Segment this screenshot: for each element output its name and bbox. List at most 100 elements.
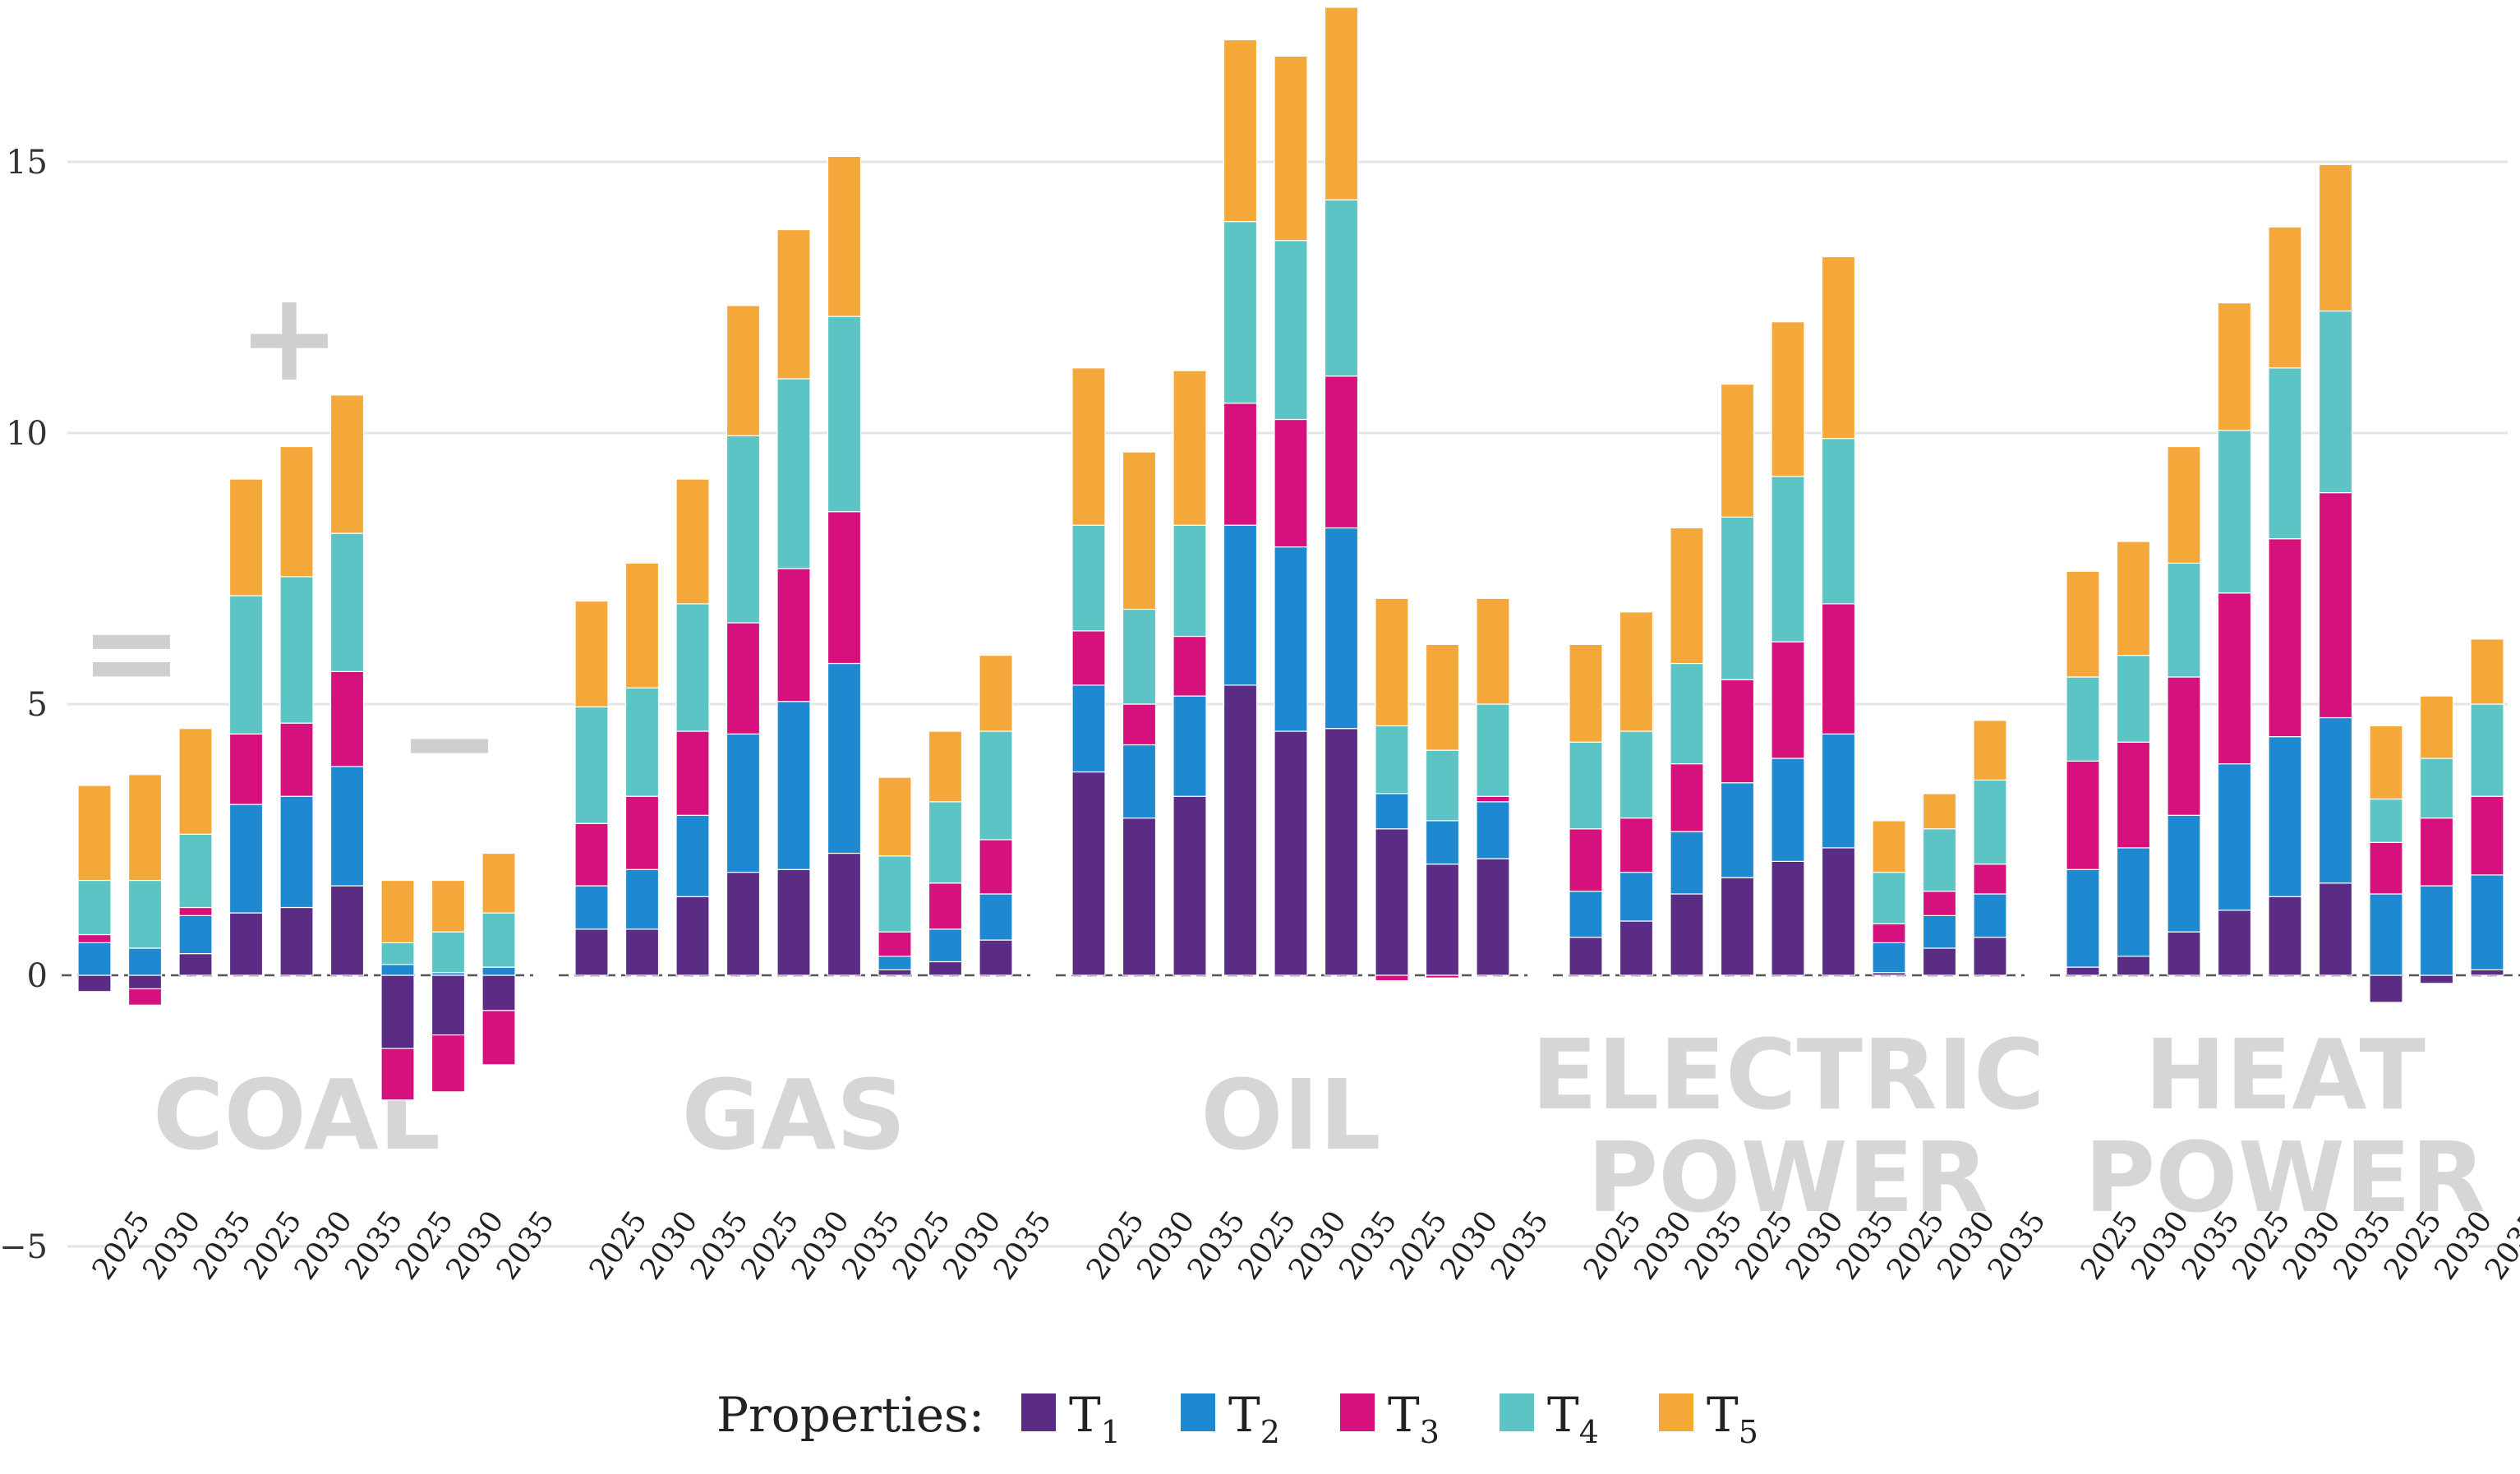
bar-segment-t2 [624, 868, 660, 930]
bar-segment-t5 [481, 852, 516, 914]
legend-swatch-t5 [1659, 1393, 1693, 1431]
bar-segment-t4 [228, 595, 264, 735]
bar-segment-t5 [1324, 7, 1359, 200]
bar-segment-t4 [2116, 654, 2151, 743]
bar-segment-t1 [2318, 882, 2353, 976]
bar-segment-t3 [2116, 741, 2151, 849]
bar-segment-t5 [2318, 164, 2353, 312]
bar-segment-t5 [431, 879, 466, 933]
group-label: POWER [2085, 1121, 2485, 1234]
bar-segment-t2 [2419, 885, 2454, 976]
bar-segment-t1 [431, 974, 466, 1036]
bar-segment-t5 [1375, 597, 1409, 726]
bar-segment-t5 [178, 728, 213, 836]
bar-segment-t5 [77, 785, 112, 882]
legend-swatch-t2 [1181, 1393, 1215, 1431]
bar-segment-t4 [1324, 199, 1359, 377]
bar-segment-t4 [2268, 367, 2302, 540]
bar-segment-t2 [2066, 868, 2100, 968]
bar-segment-t1 [380, 974, 415, 1049]
bar-segment-t5 [329, 394, 365, 534]
bar-segment-t2 [726, 733, 761, 873]
bar-segment-t3 [2167, 676, 2201, 816]
bar-segment-t3 [1872, 923, 1906, 944]
bar-segment-t1 [279, 906, 314, 976]
bar-segment-t3 [928, 882, 963, 930]
bar-segment-t2 [928, 928, 963, 963]
bar-segment-t5 [979, 654, 1013, 732]
group-label: OIL [1200, 1058, 1380, 1172]
bar-segment-t5 [1922, 793, 1957, 830]
bar-segment-t1 [574, 928, 609, 976]
bar-segment-t3 [279, 722, 314, 797]
bar-segment-t3 [2268, 538, 2302, 738]
bar-segment-t5 [1172, 370, 1207, 526]
bar-segment-t4 [1973, 779, 2007, 865]
bar-segment-t2 [675, 814, 710, 897]
bar-segment-t1 [928, 960, 963, 976]
group-label: ELECTRIC [1532, 1018, 2045, 1131]
bar-segment-t5 [776, 228, 811, 380]
bar-segment-t1 [1274, 730, 1308, 976]
bar-segment-t4 [878, 855, 912, 933]
bar-segment-t5 [1973, 720, 2007, 781]
bar-segment-t4 [1274, 240, 1308, 421]
bar-segment-t5 [675, 478, 710, 605]
bar-segment-t1 [1720, 877, 1755, 976]
bar-segment-t4 [928, 801, 963, 884]
bar-segment-t2 [2167, 814, 2201, 933]
bar-segment-t3 [2318, 491, 2353, 719]
y-axis: −5 0 5 10 15 [0, 144, 48, 1266]
bar-segment-t3 [1771, 641, 1805, 759]
bar-segment-t2 [1771, 758, 1805, 863]
bar-segment-t1 [1771, 860, 1805, 976]
bar-segment-t5 [2167, 445, 2201, 564]
bar-segment-t2 [1274, 546, 1308, 732]
bar-segment-t4 [1619, 730, 1654, 819]
bar-segment-t3 [329, 670, 365, 767]
bar-segment-t1 [2066, 966, 2100, 976]
bar-segment-t5 [1569, 643, 1603, 743]
bar-segment-t4 [1071, 524, 1106, 632]
bar-segment-t3 [380, 1048, 415, 1101]
bar-segment-t5 [380, 879, 415, 944]
bar-segment-t4 [2470, 703, 2504, 797]
legend-label-subscript: 2 [1260, 1414, 1280, 1450]
bar-segment-t3 [1973, 864, 2007, 895]
bar-segment-t3 [1476, 795, 1510, 803]
bar-segment-t4 [127, 879, 163, 949]
bar-segment-t2 [2369, 893, 2403, 976]
bar-segment-t3 [1122, 703, 1157, 746]
bar-segment-t3 [1172, 635, 1207, 697]
bar-segment-t1 [1619, 920, 1654, 976]
legend-label-t2: T2 [1228, 1387, 1280, 1450]
bar-segment-t4 [1223, 221, 1258, 404]
bar-segment-t4 [1771, 476, 1805, 643]
bar-segment-t2 [1476, 801, 1510, 859]
bar-segment-t1 [1821, 847, 1856, 976]
scenario-symbol: − [398, 671, 501, 814]
bar-segment-t2 [77, 942, 112, 976]
bar-segment-t4 [1670, 662, 1704, 765]
bar-segment-t3 [1274, 418, 1308, 548]
bar-segment-t5 [1619, 611, 1654, 732]
bar-segment-t3 [1619, 817, 1654, 873]
legend-label-base: T [1069, 1387, 1101, 1443]
bar-segment-t2 [776, 701, 811, 870]
bar-segment-t4 [431, 931, 466, 974]
bar-segment-t4 [726, 435, 761, 624]
bar-segment-t2 [1872, 942, 1906, 974]
bar-segment-t4 [624, 687, 660, 797]
bar-segment-t1 [1071, 771, 1106, 976]
bar-segment-t3 [2217, 592, 2252, 765]
legend: Properties: T1 T2 T3 T4 T5 [716, 1387, 1758, 1450]
bar-segment-t2 [1670, 831, 1704, 895]
bar-segment-t2 [2318, 716, 2353, 884]
bar-segment-t3 [228, 733, 264, 805]
scenario-symbol: = [80, 581, 183, 724]
bar-segment-t1 [979, 939, 1013, 976]
legend-swatch-t1 [1021, 1393, 1056, 1431]
bar-segment-t4 [574, 706, 609, 824]
bar-segment-t4 [380, 942, 415, 965]
bar-segment-t2 [1922, 914, 1957, 949]
